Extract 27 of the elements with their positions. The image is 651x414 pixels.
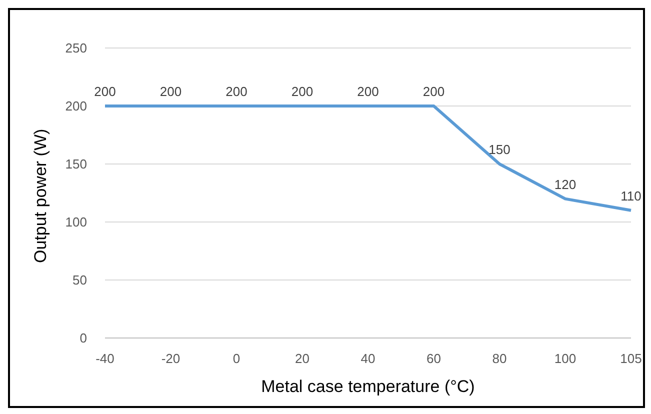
data-label: 200	[226, 84, 248, 99]
data-label: 200	[357, 84, 379, 99]
y-axis-title: Output power (W)	[31, 128, 50, 263]
data-label: 120	[554, 176, 576, 192]
x-tick-label: 60	[426, 351, 441, 366]
data-label: 110	[620, 188, 642, 204]
data-label: 200	[160, 84, 182, 99]
x-tick-label: 80	[492, 351, 507, 366]
x-tick-label: -20	[161, 351, 180, 366]
y-tick-label: 50	[72, 272, 87, 288]
x-tick-label: 40	[360, 351, 376, 366]
x-tick-label: 0	[232, 351, 240, 366]
x-tick-label: -40	[96, 351, 114, 366]
x-axis-title: Metal case temperature (°C)	[261, 377, 475, 396]
x-tick-label: 105	[620, 351, 642, 366]
frame: -40 -20 0 20 40 60 80 100 105 Metal case temperature (°C) 0 50 100 150 200 250 Output power (W) 200 200 200 200 200 200 150 120 110	[8, 8, 645, 408]
data-label: 200	[94, 84, 116, 99]
y-tick-label: 250	[65, 40, 87, 56]
data-label: 200	[422, 84, 445, 99]
y-tick-label: 150	[65, 156, 87, 172]
x-tick-label: 100	[554, 351, 576, 366]
y-tick-label: 100	[65, 214, 87, 230]
x-tick-label: 20	[295, 351, 310, 366]
data-label: 150	[488, 142, 510, 157]
data-label: 200	[291, 84, 314, 99]
y-tick-label: 200	[65, 98, 87, 114]
y-tick-label: 0	[80, 330, 87, 346]
